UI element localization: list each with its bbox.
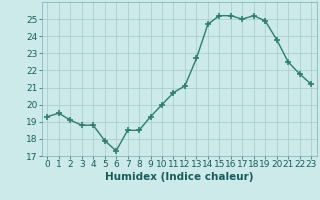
X-axis label: Humidex (Indice chaleur): Humidex (Indice chaleur) xyxy=(105,172,253,182)
